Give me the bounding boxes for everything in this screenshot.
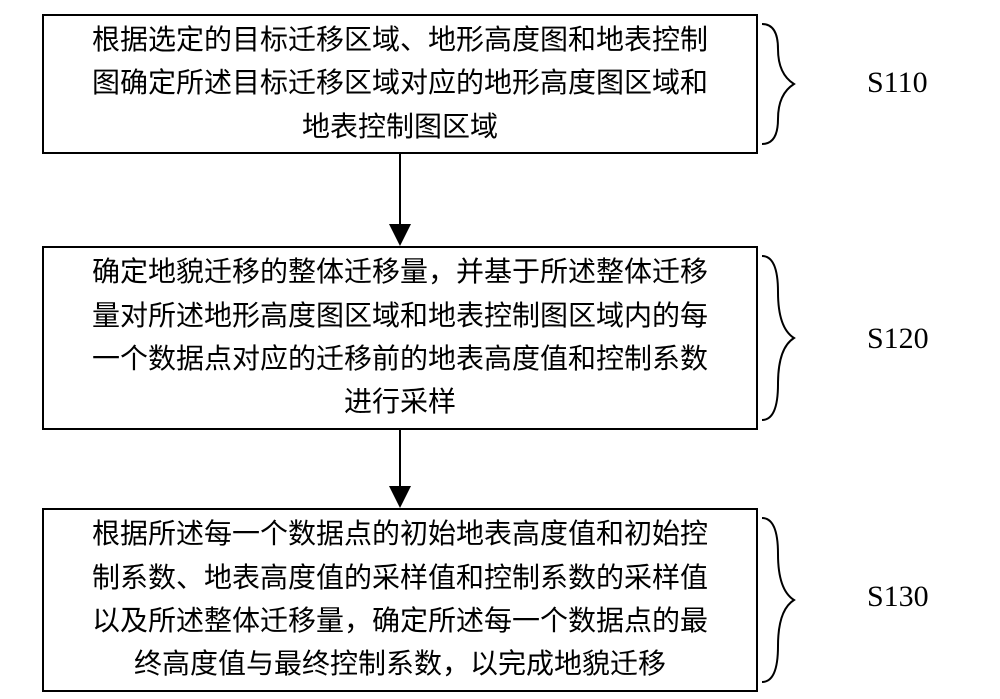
arrow-s120-s130-head: [389, 486, 411, 508]
label-s130: S130: [867, 580, 929, 614]
step-s130: 根据所述每一个数据点的初始地表高度值和初始控 制系数、地表高度值的采样值和控制系…: [42, 508, 758, 692]
flowchart-canvas: 根据选定的目标迁移区域、地形高度图和地表控制 图确定所述目标迁移区域对应的地形高…: [0, 0, 1000, 699]
brace-s120: [758, 246, 802, 430]
step-s120: 确定地貌迁移的整体迁移量，并基于所述整体迁移 量对所述地形高度图区域和地表控制图…: [42, 246, 758, 430]
brace-s130: [758, 508, 802, 692]
arrow-s110-s120-head: [389, 224, 411, 246]
arrow-s110-s120: [399, 154, 401, 224]
label-s120: S120: [867, 322, 929, 356]
label-s110: S110: [867, 66, 928, 100]
step-s110: 根据选定的目标迁移区域、地形高度图和地表控制 图确定所述目标迁移区域对应的地形高…: [42, 14, 758, 154]
arrow-s120-s130: [399, 430, 401, 486]
brace-s110: [758, 14, 802, 154]
